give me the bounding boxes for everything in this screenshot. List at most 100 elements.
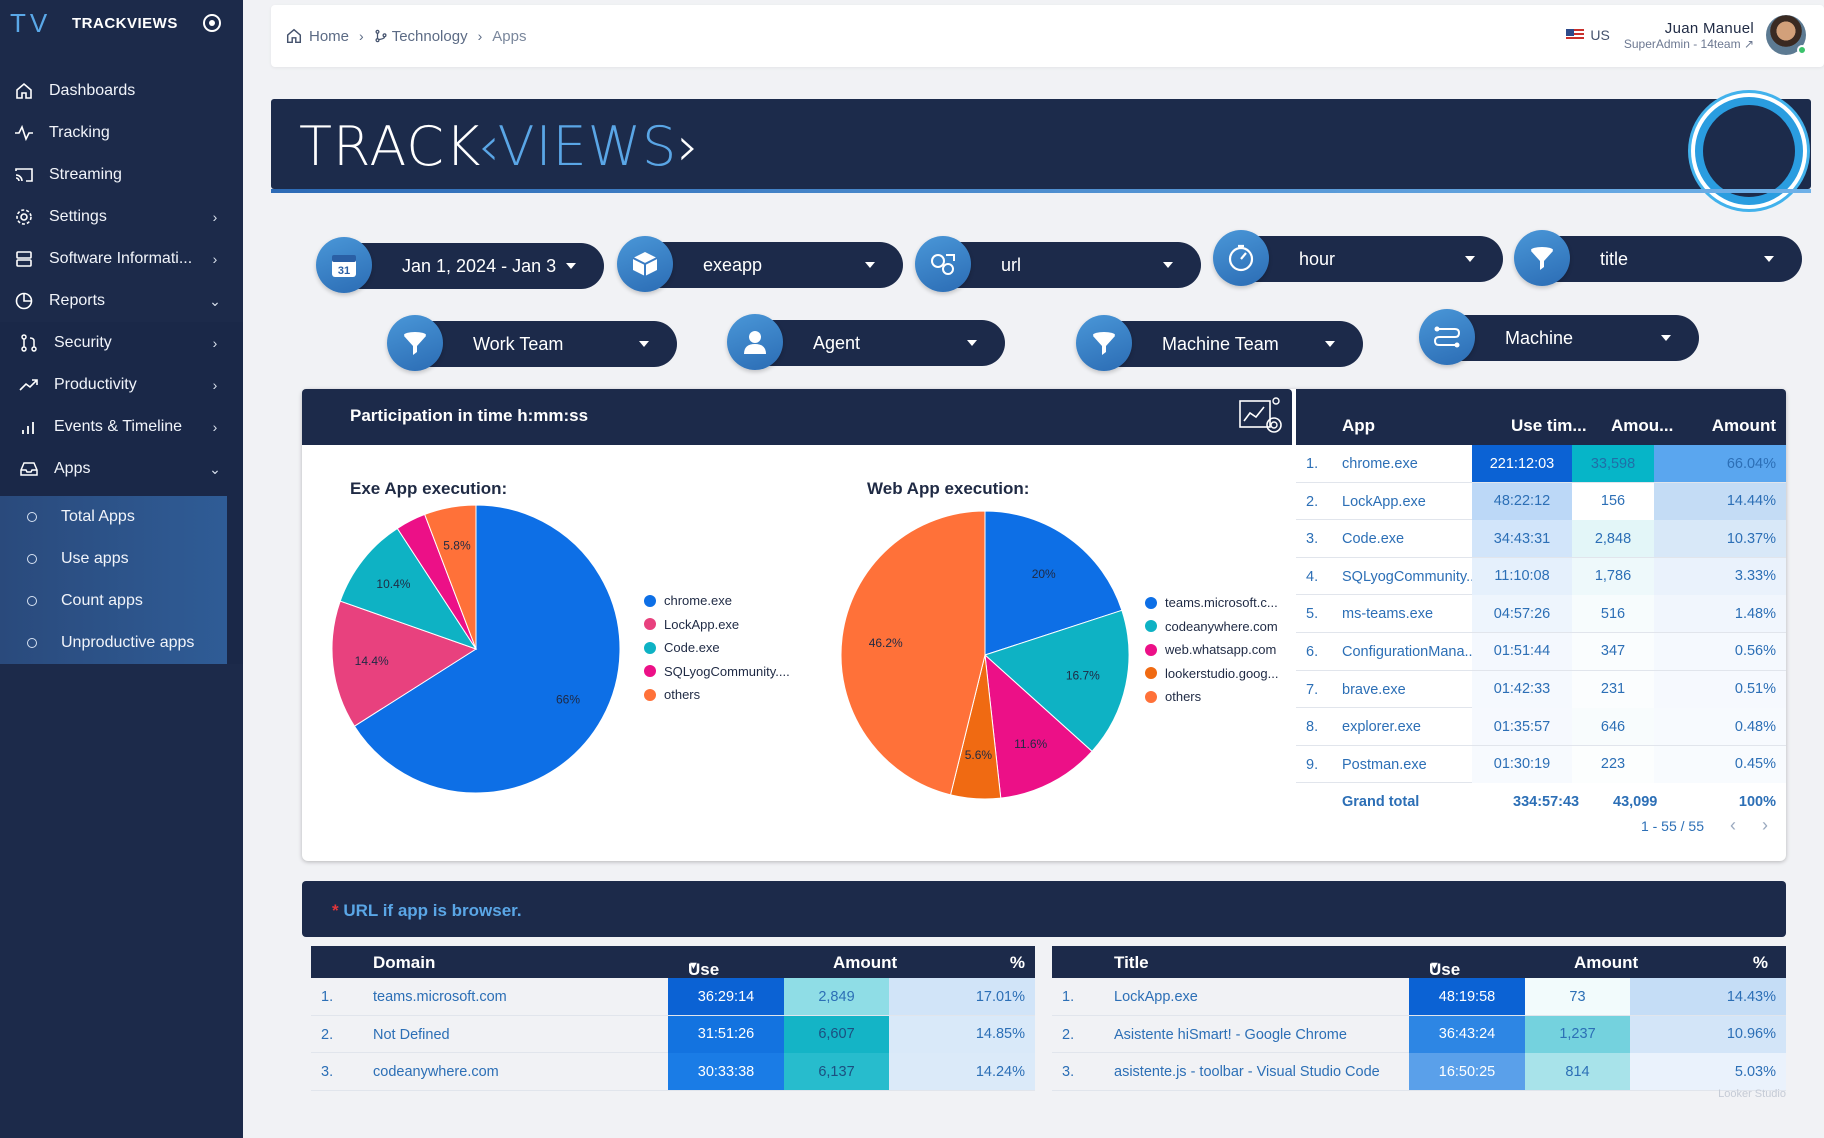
pct-cell: 14.44% (1654, 482, 1786, 520)
table-row[interactable]: 3. codeanywhere.com 30:33:38 6,137 14.24% (311, 1053, 1035, 1092)
table-row[interactable]: 3. asistente.js - toolbar - Visual Studio… (1052, 1053, 1786, 1092)
table-row[interactable]: 8. explorer.exe 01:35:57 646 0.48% (1296, 708, 1786, 746)
use-time-cell: 36:43:24 (1409, 1015, 1525, 1053)
amount-cell: 347 (1572, 632, 1654, 670)
pie-slice-chrome-exe[interactable] (353, 504, 621, 794)
top-bar: Home › Technology › Apps US Juan Manuel … (271, 5, 1824, 67)
col-domain[interactable]: Domain (373, 953, 436, 972)
pie-slice-web-whatsapp-com[interactable] (984, 653, 1093, 799)
col-amount[interactable]: Amount (833, 953, 898, 972)
sidebar-subitem-count-apps[interactable]: Count apps (0, 580, 227, 622)
breadcrumb-technology[interactable]: Technology (391, 27, 468, 45)
language-selector[interactable]: US (1590, 27, 1610, 43)
table-row[interactable]: 1. LockApp.exe 48:19:58 73 14.43% (1052, 978, 1786, 1016)
title-filter[interactable]: title (1514, 230, 1802, 286)
agent-filter[interactable]: Agent (727, 314, 1005, 370)
use-time-cell: 36:29:14 (668, 978, 784, 1015)
funnel-icon (1514, 230, 1570, 286)
sidebar-item-dashboards[interactable]: Dashboards (0, 70, 243, 112)
circle-icon (27, 596, 37, 606)
col-pct[interactable]: % (1752, 953, 1768, 972)
legend-item[interactable]: Code.exe (644, 636, 790, 660)
legend-item[interactable]: web.whatsapp.com (1145, 638, 1278, 662)
sidebar-toggle-icon[interactable] (203, 14, 221, 32)
legend-item[interactable]: others (1145, 685, 1278, 709)
hour-filter[interactable]: hour (1213, 230, 1503, 286)
brand-name[interactable]: TRACKVIEWS (72, 14, 178, 32)
analytics-icon[interactable] (1238, 395, 1284, 437)
pie-slice-code-exe[interactable] (339, 527, 478, 650)
sidebar-item-settings[interactable]: Settings › (0, 196, 243, 238)
col-amount[interactable]: Amou... (1611, 416, 1674, 435)
chevron-left-icon[interactable]: ‹ (1730, 815, 1736, 835)
use-time-cell: 01:51:44 (1472, 632, 1572, 670)
legend-item[interactable]: chrome.exe (644, 589, 790, 613)
col-app[interactable]: App (1342, 416, 1376, 435)
machine-filter[interactable]: Machine (1419, 309, 1699, 365)
work-team-filter[interactable]: Work Team (387, 315, 677, 371)
legend-item[interactable]: lookerstudio.goog... (1145, 662, 1278, 686)
table-row[interactable]: 6. ConfigurationMana... 01:51:44 347 0.56% (1296, 632, 1786, 671)
sidebar-subitem-use-apps[interactable]: Use apps (0, 538, 227, 580)
pie-slice-others[interactable] (840, 510, 986, 796)
col-pct[interactable]: % (1009, 953, 1025, 972)
table-row[interactable]: 1. chrome.exe 221:12:03 33,598 66.04% (1296, 445, 1786, 483)
chevron-right-icon: › (212, 335, 218, 351)
grand-total-label: Grand total (1342, 794, 1420, 811)
machine-team-filter[interactable]: Machine Team (1076, 315, 1363, 371)
exeapp-filter[interactable]: exeapp (617, 236, 903, 292)
col-amount[interactable]: Amount (1574, 953, 1639, 972)
legend-item[interactable]: others (644, 683, 790, 707)
chevron-right-icon[interactable]: › (1762, 815, 1768, 835)
circle-icon (27, 512, 37, 522)
table-row[interactable]: 7. brave.exe 01:42:33 231 0.51% (1296, 670, 1786, 709)
table-row[interactable]: 2. Not Defined 31:51:26 6,607 14.85% (311, 1015, 1035, 1054)
table-row[interactable]: 4. SQLyogCommunity.... 11:10:08 1,786 3.33% (1296, 557, 1786, 596)
sidebar-item-label: Events & Timeline (54, 418, 183, 435)
home-icon[interactable] (285, 27, 303, 45)
brand-logo[interactable]: TV (10, 7, 52, 38)
pie-data-label: 11.6% (1014, 737, 1047, 751)
legend-item[interactable]: codeanywhere.com (1145, 615, 1278, 639)
table-row[interactable]: 1. teams.microsoft.com 36:29:14 2,849 17.01% (311, 978, 1035, 1016)
pie-slice-codeanywhere-com[interactable] (984, 609, 1130, 753)
sidebar-subitem-unproductive-apps[interactable]: Unproductive apps (0, 622, 227, 664)
sidebar-item-apps[interactable]: Apps ⌄ (0, 448, 243, 490)
pie-slice-others[interactable] (424, 504, 477, 650)
date-range-filter[interactable]: 31 Jan 1, 2024 - Jan 3 (316, 237, 604, 293)
table-row[interactable]: 5. ms-teams.exe 04:57:26 516 1.48% (1296, 595, 1786, 633)
table-row[interactable]: 2. Asistente hiSmart! - Google Chrome 36:4… (1052, 1015, 1786, 1054)
pie-slice-teams-microsoft-c-[interactable] (984, 510, 1123, 656)
sidebar-item-events-timeline[interactable]: Events & Timeline › (0, 406, 243, 448)
table-row[interactable]: 9. Postman.exe 01:30:19 223 0.45% (1296, 745, 1786, 784)
table-row[interactable]: 2. LockApp.exe 48:22:12 156 14.44% (1296, 482, 1786, 521)
url-filter[interactable]: url (915, 236, 1201, 292)
pie-slice-lockapp-exe[interactable] (331, 600, 478, 727)
user-info[interactable]: Juan Manuel SuperAdmin - 14team ↗ (1624, 20, 1754, 51)
inbox-icon (18, 458, 40, 480)
sidebar-item-productivity[interactable]: Productivity › (0, 364, 243, 406)
col-use-time[interactable]: Use tim... (1511, 416, 1587, 435)
banner: TRACK‹VIEWS› (271, 97, 1811, 205)
title-table-header: Title Use time ▼ Amount % (1052, 946, 1786, 999)
use-time-cell: 48:22:12 (1472, 482, 1572, 520)
url-section-header: * URL if app is browser. (302, 881, 1786, 937)
sidebar-item-software-information[interactable]: Software Informati... › (0, 238, 243, 280)
col-title[interactable]: Title (1114, 953, 1149, 972)
legend-item[interactable]: LockApp.exe (644, 613, 790, 637)
domain-table-header: Domain Use time ▼ Amount % (311, 946, 1035, 999)
sidebar-item-streaming[interactable]: Streaming (0, 154, 243, 196)
avatar[interactable] (1766, 15, 1807, 55)
sidebar-subitem-total-apps[interactable]: Total Apps (0, 496, 227, 538)
legend-item[interactable]: teams.microsoft.c... (1145, 591, 1278, 615)
sidebar-item-tracking[interactable]: Tracking (0, 112, 243, 154)
legend-label: others (1165, 689, 1202, 705)
use-time-cell: 30:33:38 (668, 1053, 784, 1091)
legend-item[interactable]: SQLyogCommunity.... (644, 660, 790, 684)
col-amount-pct[interactable]: Amount (1711, 416, 1776, 435)
breadcrumb-home[interactable]: Home (309, 27, 350, 45)
sidebar-item-security[interactable]: Security › (0, 322, 243, 364)
us-flag-icon[interactable] (1566, 29, 1585, 41)
table-row[interactable]: 3. Code.exe 34:43:31 2,848 10.37% (1296, 520, 1786, 558)
sidebar-item-reports[interactable]: Reports ⌄ (0, 280, 243, 322)
